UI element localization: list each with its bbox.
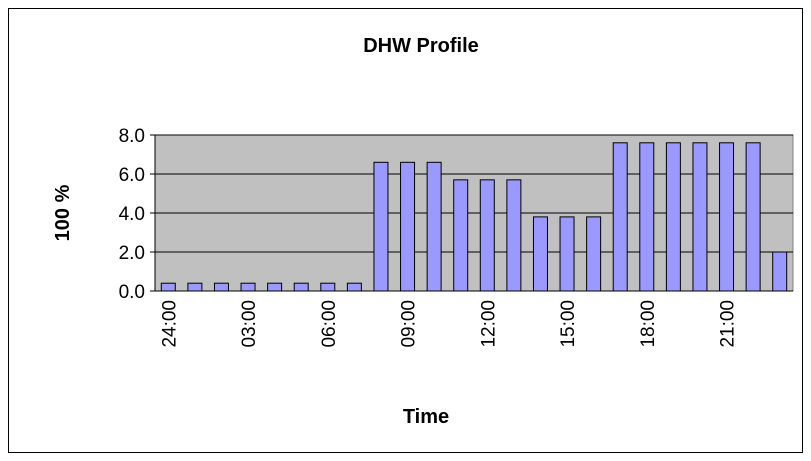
bar xyxy=(187,282,203,292)
bar xyxy=(692,142,708,292)
x-tick-label: 06:00 xyxy=(319,300,340,348)
bar xyxy=(426,161,442,292)
bar xyxy=(479,179,495,292)
x-tick-label: 21:00 xyxy=(718,300,739,348)
bar xyxy=(240,282,256,292)
x-axis-label: Time xyxy=(403,406,449,428)
bar xyxy=(320,282,336,292)
bar xyxy=(559,216,575,292)
y-tick-label: 2.0 xyxy=(119,243,145,264)
x-tick-label: 12:00 xyxy=(478,300,499,348)
y-tick-label: 8.0 xyxy=(119,126,145,147)
y-tick-label: 0.0 xyxy=(119,282,145,303)
y-tick-label: 4.0 xyxy=(119,204,145,225)
y-tick-label: 6.0 xyxy=(119,165,145,186)
bar xyxy=(213,282,229,292)
x-tick-label: 09:00 xyxy=(399,300,420,348)
bar xyxy=(532,216,548,292)
bar xyxy=(586,216,602,292)
bar xyxy=(293,282,309,292)
bar xyxy=(400,161,416,292)
bar xyxy=(160,282,176,292)
x-tick-label: 24:00 xyxy=(159,300,180,348)
bar xyxy=(453,179,469,292)
x-tick-label: 03:00 xyxy=(239,300,260,348)
x-tick-label: 15:00 xyxy=(558,300,579,348)
x-tick-label: 18:00 xyxy=(638,300,659,348)
bar xyxy=(772,251,788,292)
bar xyxy=(506,179,522,292)
y-axis-label: 100 % xyxy=(52,184,74,241)
bar xyxy=(267,282,283,292)
bar xyxy=(612,142,628,292)
bar xyxy=(639,142,655,292)
bar xyxy=(719,142,735,292)
bar xyxy=(665,142,681,292)
bar xyxy=(745,142,761,292)
bar xyxy=(346,282,362,292)
chart-title: DHW Profile xyxy=(363,35,479,57)
bar xyxy=(373,161,389,292)
